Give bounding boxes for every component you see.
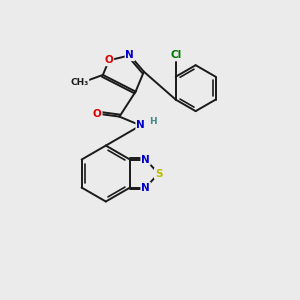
- Text: S: S: [155, 169, 162, 178]
- Text: N: N: [136, 121, 145, 130]
- Text: Cl: Cl: [170, 50, 182, 61]
- Text: CH₃: CH₃: [70, 78, 88, 87]
- Text: N: N: [141, 182, 150, 193]
- Text: H: H: [149, 117, 157, 126]
- Text: O: O: [105, 55, 113, 65]
- Text: N: N: [125, 50, 134, 60]
- Text: O: O: [93, 109, 102, 119]
- Text: N: N: [141, 154, 150, 165]
